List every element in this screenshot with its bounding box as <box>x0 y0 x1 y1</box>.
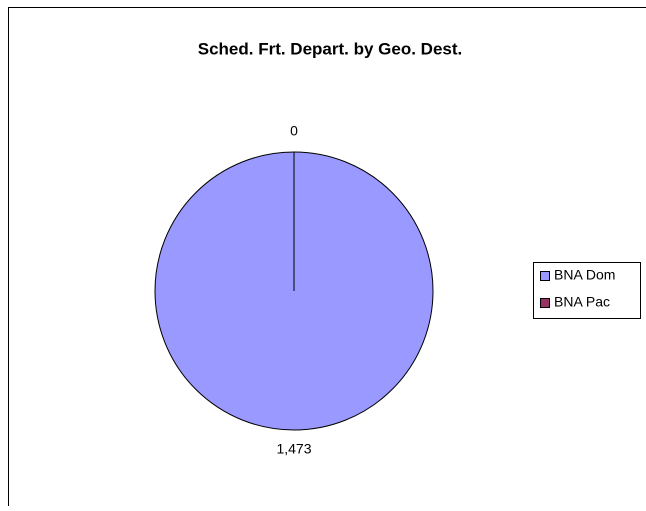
legend-label: BNA Dom <box>554 267 615 283</box>
legend-swatch <box>541 272 550 281</box>
data-label: 1,473 <box>276 441 311 457</box>
legend-label: BNA Pac <box>554 294 610 310</box>
legend-swatch <box>541 299 550 308</box>
chart-title: Sched. Frt. Depart. by Geo. Dest. <box>198 39 463 58</box>
data-label: 0 <box>290 123 298 139</box>
